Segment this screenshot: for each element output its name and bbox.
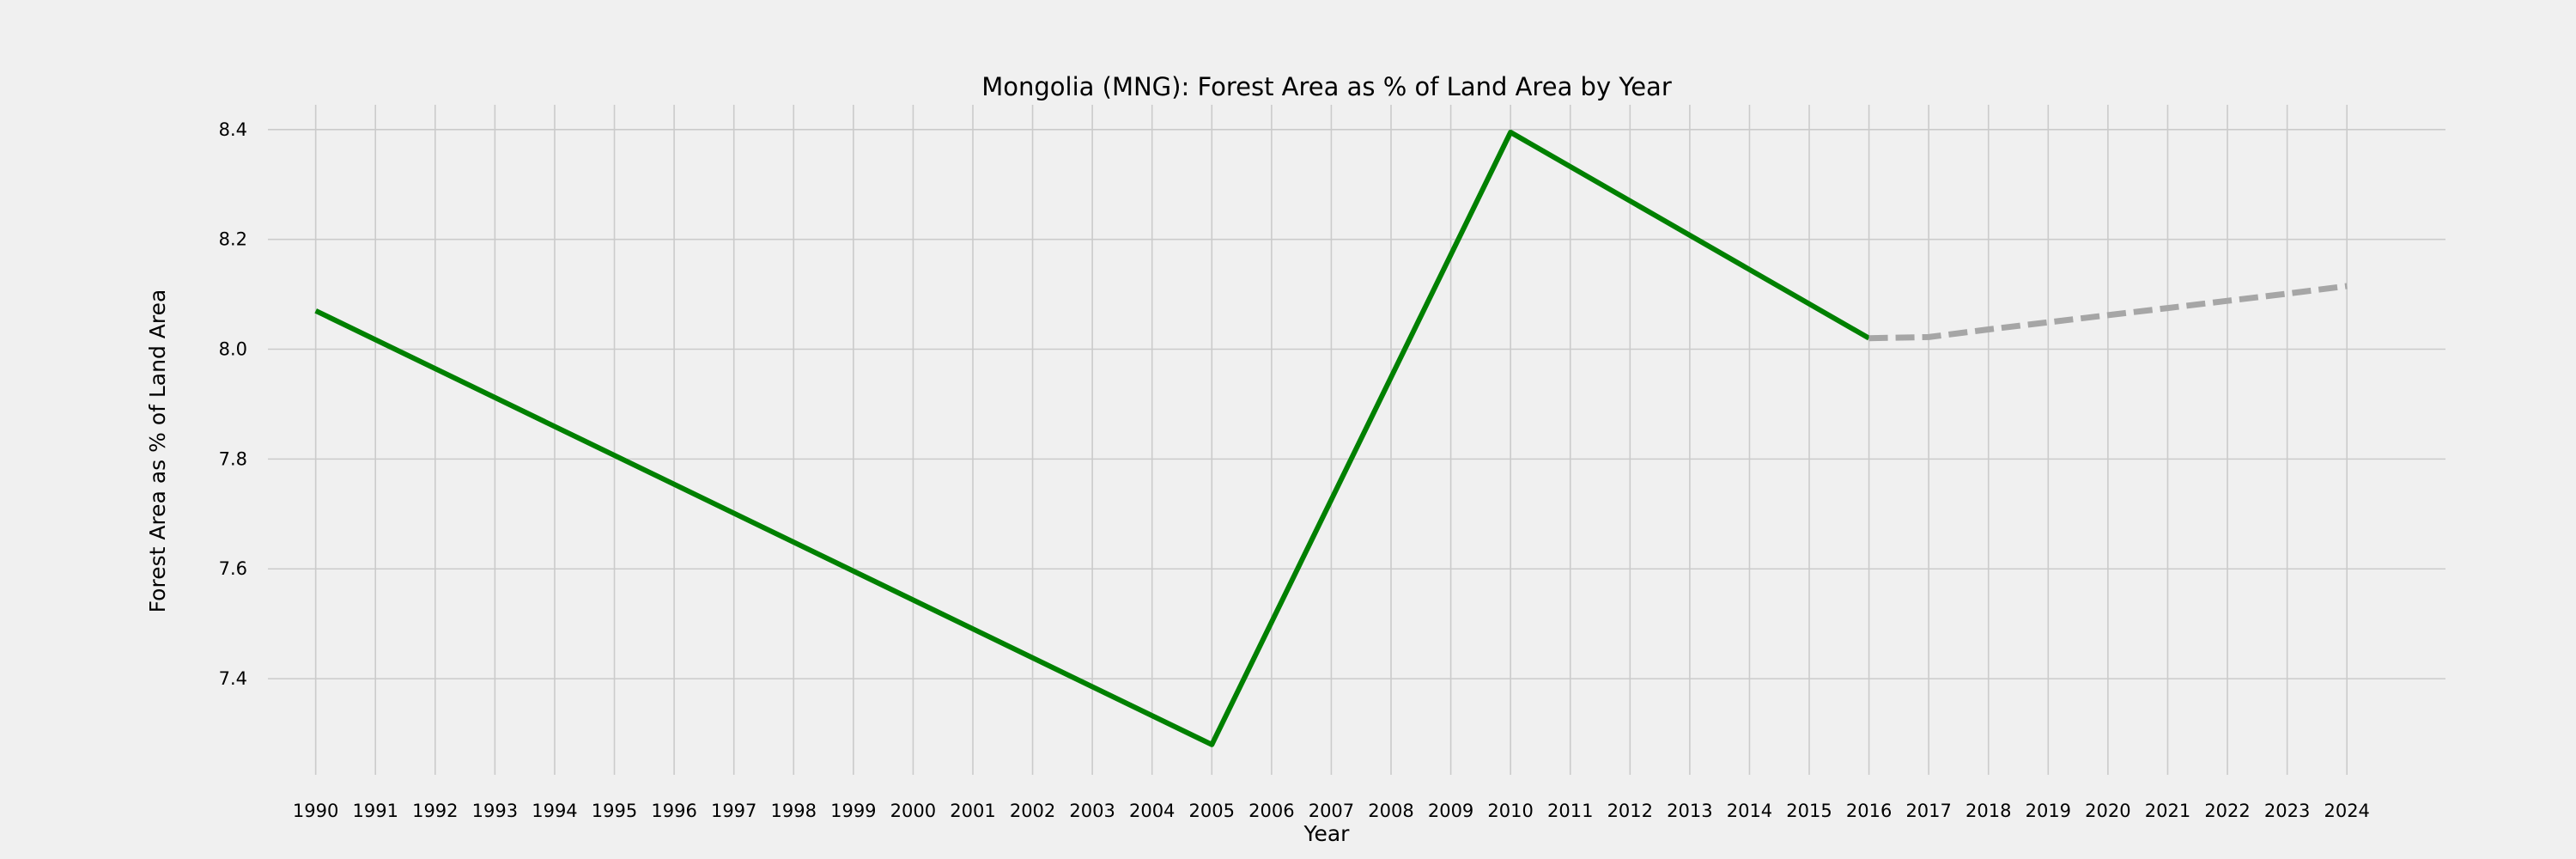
x-tick-label: 2008 [1368,801,1413,821]
x-tick-label: 2002 [1010,801,1055,821]
x-tick-label: 1991 [353,801,398,821]
x-tick-label: 1994 [532,801,577,821]
x-tick-label: 2022 [2204,801,2250,821]
y-axis-label: Forest Area as % of Land Area [145,289,170,613]
x-axis-label: Year [1303,821,1351,846]
x-tick-label: 1995 [592,801,637,821]
x-tick-label: 2003 [1069,801,1115,821]
x-tick-label: 1996 [651,801,696,821]
x-tick-labels: 1990 1991 1992 1993 1994 1995 1996 1997 1998 1999… [293,801,2370,821]
x-tick-label: 2015 [1786,801,1832,821]
chart-title: Mongolia (MNG): Forest Area as % of Land… [981,72,1672,101]
x-tick-label: 2020 [2085,801,2130,821]
x-tick-label: 1998 [771,801,817,821]
x-tick-label: 1997 [711,801,756,821]
x-tick-label: 1999 [830,801,876,821]
x-tick-label: 2017 [1905,801,1951,821]
x-tick-label: 2006 [1249,801,1294,821]
forest-area-line [314,130,1871,747]
x-tick-label: 2000 [890,801,936,821]
x-tick-label: 2021 [2145,801,2190,821]
x-tick-label: 2024 [2324,801,2369,821]
x-tick-label: 2005 [1189,801,1235,821]
y-tick-label: 7.4 [219,668,247,689]
x-tick-label: 2016 [1846,801,1892,821]
x-tick-label: 1990 [293,801,338,821]
x-tick-label: 1993 [472,801,518,821]
x-tick-label: 2007 [1309,801,1354,821]
x-tick-label: 2004 [1129,801,1175,821]
x-tick-label: 2010 [1487,801,1533,821]
projection-line [1868,283,2348,342]
x-tick-label: 2018 [1965,801,2011,821]
x-tick-label: 2009 [1428,801,1473,821]
x-tick-label: 2019 [2026,801,2071,821]
x-tick-label: 2011 [1547,801,1593,821]
x-tick-label: 2014 [1727,801,1772,821]
series-layer [314,130,2348,747]
x-tick-label: 2023 [2264,801,2310,821]
y-tick-label: 8.0 [219,339,247,360]
grid [268,105,2445,775]
x-tick-label: 2013 [1667,801,1712,821]
y-tick-label: 8.4 [219,119,247,140]
y-tick-label: 8.2 [219,229,247,250]
y-tick-label: 7.8 [219,448,247,469]
x-tick-label: 1992 [412,801,458,821]
x-tick-label: 2001 [950,801,995,821]
y-tick-label: 7.6 [219,558,247,579]
x-tick-label: 2012 [1607,801,1653,821]
y-tick-labels: 7.4 7.6 7.8 8.0 8.2 8.4 [219,119,247,689]
